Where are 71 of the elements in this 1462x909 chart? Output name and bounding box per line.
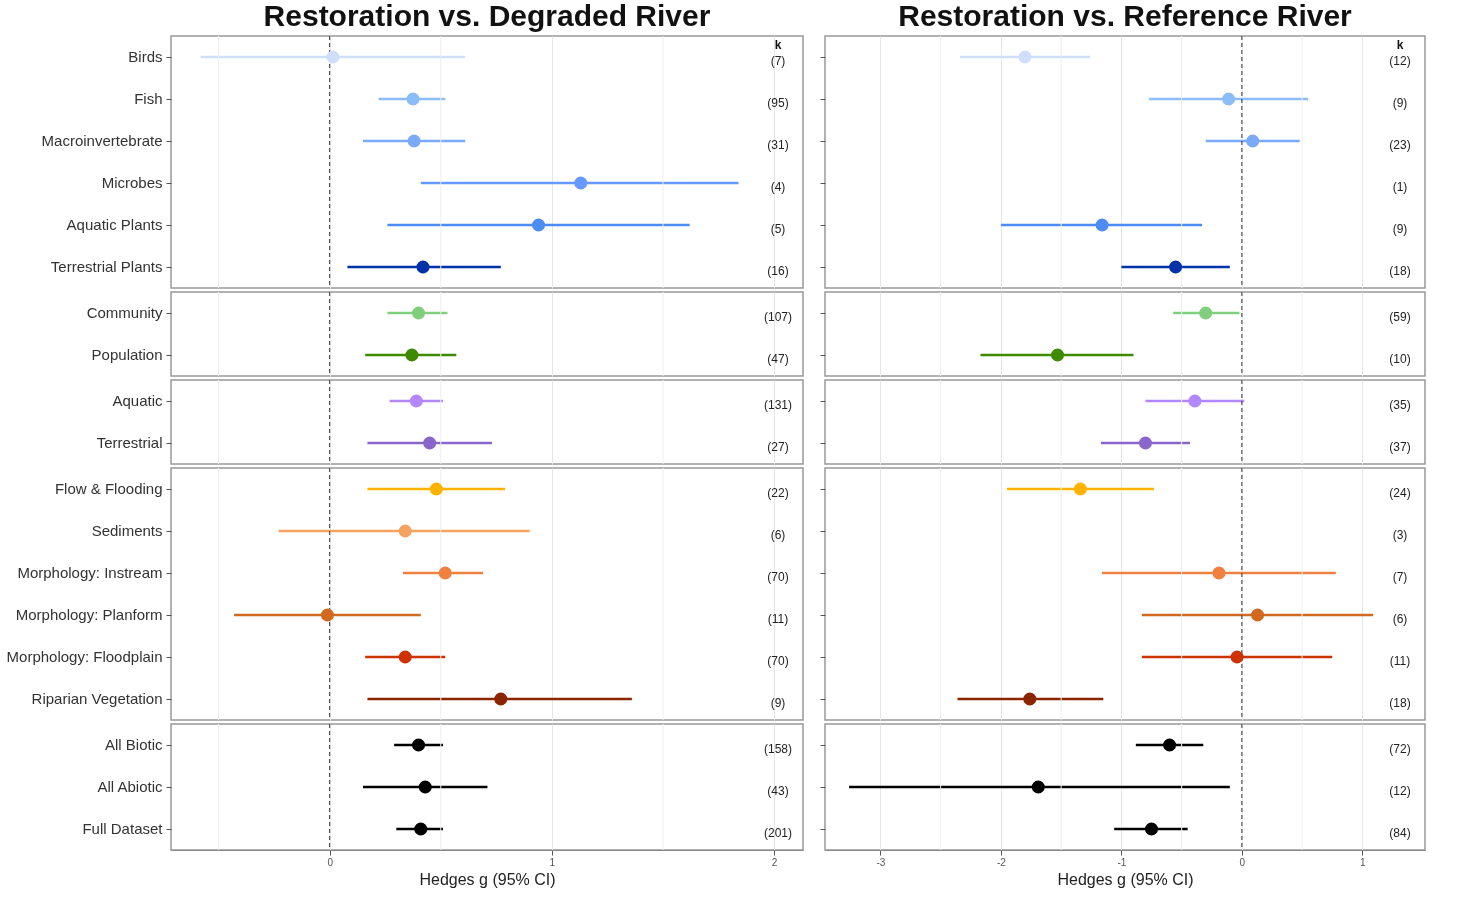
y-tick-label: Community [86, 304, 163, 321]
y-tick-label: Birds [128, 48, 163, 65]
annotation: (95) [767, 96, 789, 110]
annotation: (18) [1389, 264, 1411, 278]
y-tick-label: Fish [134, 90, 163, 107]
y-tick-label: Terrestrial [96, 434, 163, 451]
x-tick-label: 1 [549, 856, 556, 868]
y-tick-label: Sediments [91, 522, 163, 539]
annotation: (5) [770, 222, 786, 236]
x-axis-title: Hedges g (95% CI) [1057, 870, 1194, 888]
annotation: (10) [1389, 352, 1411, 366]
annotation: (23) [1389, 138, 1411, 152]
annotation: (7) [770, 54, 786, 68]
annotation: (11) [1389, 654, 1411, 668]
y-tick-label: Morphology: Floodplain [6, 648, 163, 665]
x-tick-label: -2 [996, 856, 1007, 868]
annotation: (12) [1389, 54, 1411, 68]
y-tick-label: Morphology: Instream [17, 564, 163, 581]
annotation: (131) [763, 398, 793, 412]
annotation: (70) [767, 570, 789, 584]
annotation: (16) [767, 264, 789, 278]
x-tick-label: 0 [1239, 856, 1246, 868]
annotation: k [774, 38, 782, 52]
annotation: (201) [763, 826, 793, 840]
y-tick-label: Riparian Vegetation [31, 690, 163, 707]
annotation: (35) [1389, 398, 1411, 412]
y-tick-label: All Biotic [104, 736, 163, 753]
annotation: (9) [1392, 222, 1408, 236]
annotation: (4) [770, 180, 786, 194]
annotation: (6) [770, 528, 786, 542]
annotation: (9) [1392, 96, 1408, 110]
x-tick-label: 0 [327, 856, 334, 868]
annotation: (9) [770, 696, 786, 710]
y-tick-label: Microbes [101, 174, 163, 191]
annotation: (24) [1389, 486, 1411, 500]
chart-title: Restoration vs. Reference River [898, 0, 1353, 32]
annotation: (107) [763, 310, 793, 324]
y-tick-label: All Abiotic [97, 778, 163, 795]
x-tick-label: 1 [1360, 856, 1367, 868]
y-tick-label: Population [91, 346, 163, 363]
annotation: (31) [767, 138, 789, 152]
y-tick-label: Macroinvertebrate [41, 132, 163, 149]
x-tick-label: 2 [771, 856, 778, 868]
y-tick-label: Morphology: Planform [15, 606, 163, 623]
annotation: k [1396, 38, 1404, 52]
x-tick-label: -3 [876, 856, 886, 868]
annotation: (18) [1389, 696, 1411, 710]
annotation: (158) [763, 742, 793, 756]
annotation: (22) [767, 486, 789, 500]
annotation: (3) [1392, 528, 1408, 542]
annotation: (70) [767, 654, 789, 668]
annotation: (12) [1389, 784, 1411, 798]
y-tick-label: Flow & Flooding [54, 480, 163, 497]
x-axis-title: Hedges g (95% CI) [419, 870, 556, 888]
annotation: (27) [767, 440, 789, 454]
annotation: (1) [1392, 180, 1408, 194]
y-tick-label: Aquatic [112, 392, 163, 409]
annotation: (7) [1392, 570, 1408, 584]
y-tick-label: Aquatic Plants [66, 216, 163, 233]
annotation: (84) [1389, 826, 1411, 840]
annotation: (43) [767, 784, 789, 798]
x-tick-label: -1 [1117, 856, 1127, 868]
annotation: (11) [767, 612, 789, 626]
annotation: (6) [1392, 612, 1408, 626]
y-tick-label: Terrestrial Plants [50, 258, 163, 275]
annotation: (47) [767, 352, 789, 366]
y-tick-label: Full Dataset [82, 820, 164, 837]
annotation: (37) [1389, 440, 1411, 454]
chart-title: Restoration vs. Degraded River [263, 0, 711, 32]
annotation: (59) [1389, 310, 1411, 324]
annotation: (72) [1389, 742, 1411, 756]
